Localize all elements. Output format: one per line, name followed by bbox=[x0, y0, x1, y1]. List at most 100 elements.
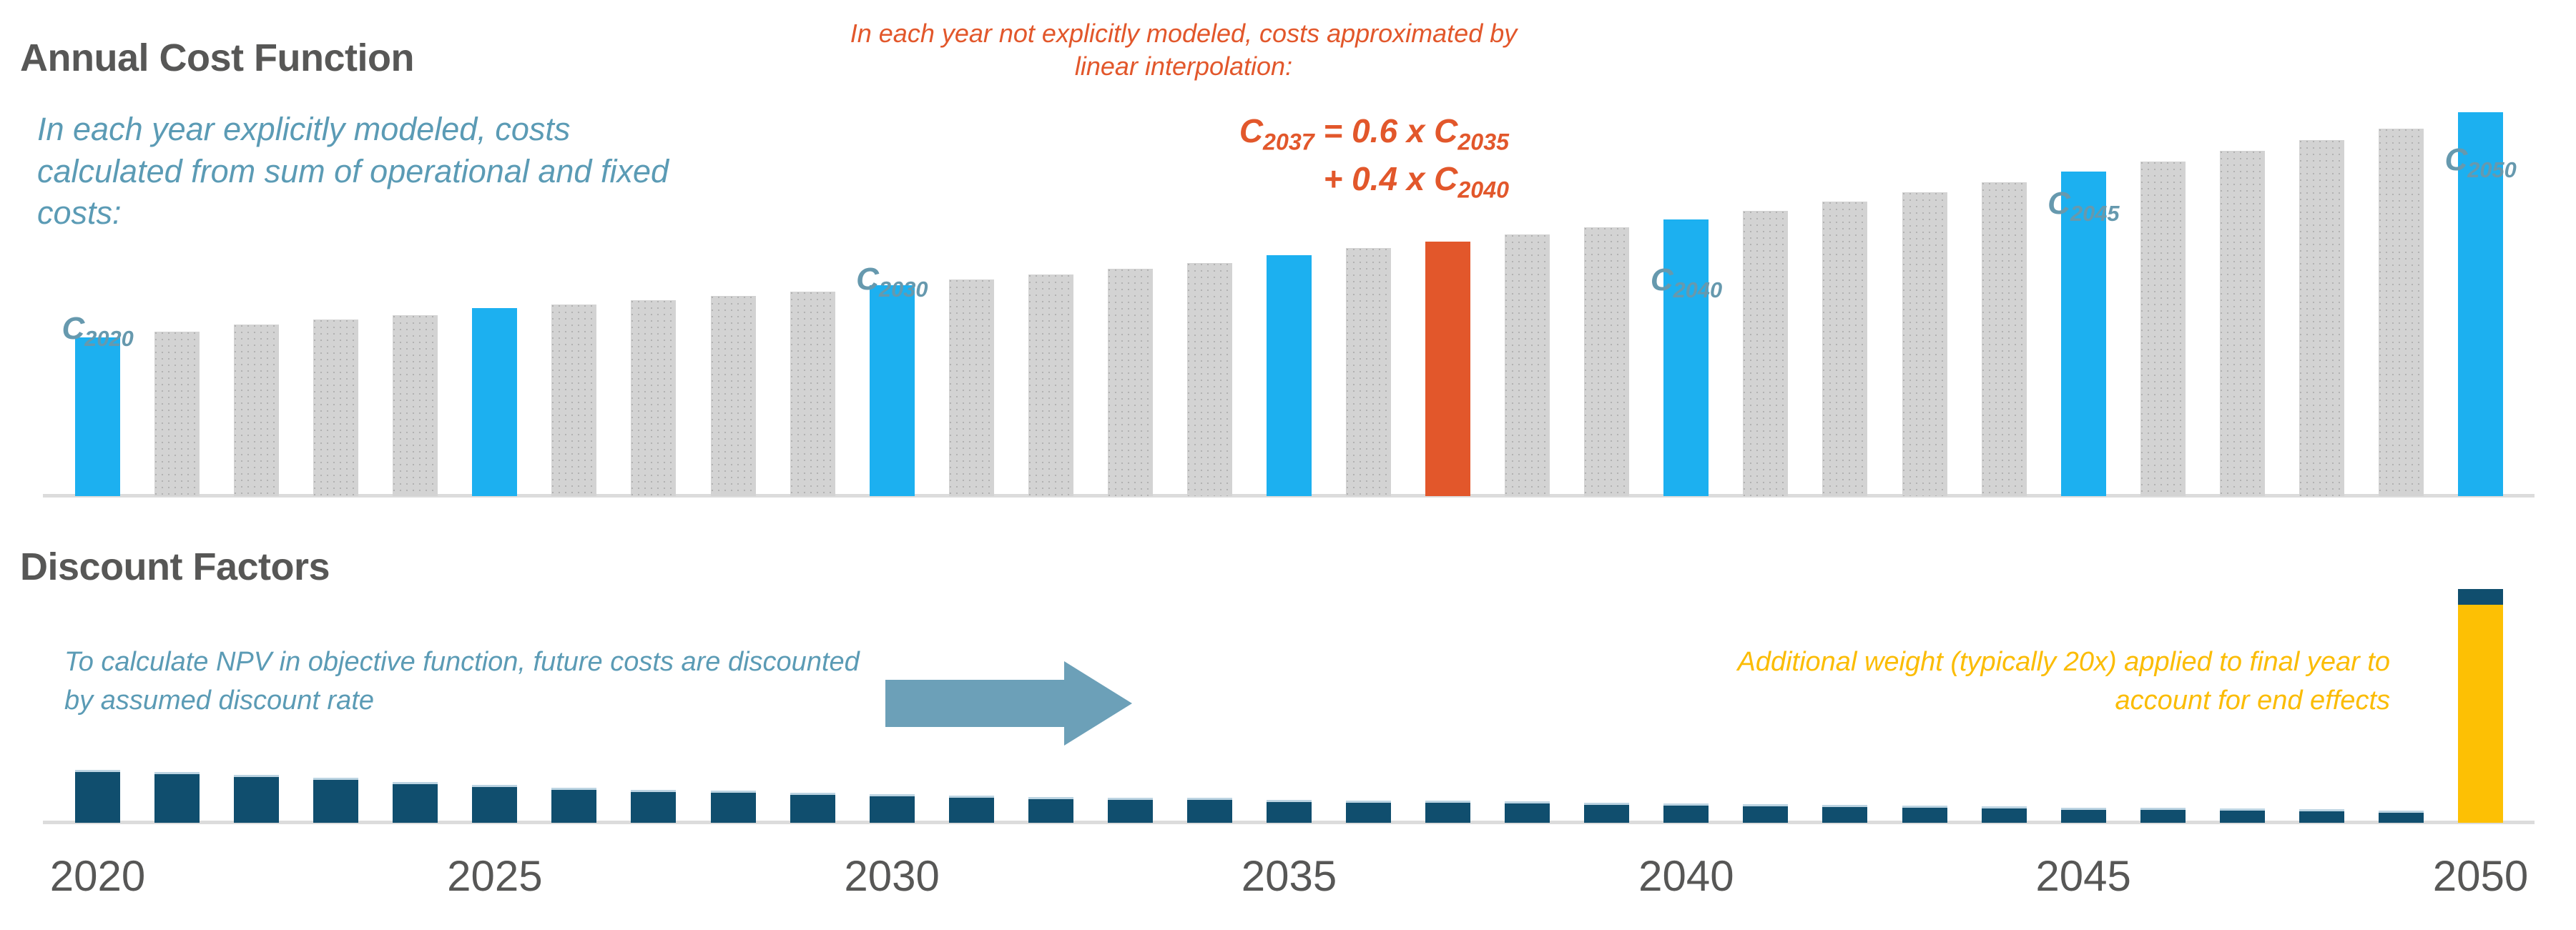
cost-label-2045: C2045 bbox=[2047, 188, 2119, 225]
end-effect-bar-cap bbox=[2458, 588, 2503, 605]
discount-bar bbox=[1822, 805, 1868, 823]
cost-bar-neutral bbox=[2219, 151, 2265, 496]
cost-bar-neutral bbox=[1505, 234, 1550, 496]
discount-bar bbox=[1425, 801, 1471, 823]
cost-label-subscript: 2050 bbox=[2467, 157, 2517, 182]
cost-bar-neutral bbox=[1584, 227, 1630, 496]
discount-bar bbox=[1028, 796, 1073, 823]
discount-bar bbox=[234, 775, 280, 823]
cost-bar-neutral bbox=[154, 332, 200, 496]
cost-label-base: C bbox=[2444, 142, 2468, 177]
discount-bar bbox=[2140, 808, 2186, 823]
cost-label-2020: C2020 bbox=[62, 313, 134, 350]
cost-bar-neutral bbox=[393, 315, 438, 496]
cost-bar-neutral bbox=[1981, 182, 2027, 496]
cost-label-2050: C2050 bbox=[2445, 144, 2517, 182]
discount-bar bbox=[1663, 803, 1709, 823]
discount-bar bbox=[1743, 804, 1789, 823]
cost-bar-modeled bbox=[869, 285, 915, 496]
cost-bar-neutral bbox=[1028, 274, 1073, 496]
discount-bar bbox=[1902, 806, 1947, 823]
discount-bar bbox=[1981, 806, 2027, 823]
discount-bar bbox=[1584, 802, 1630, 823]
discount-bar bbox=[2219, 808, 2265, 823]
end-effect-bar bbox=[2458, 604, 2503, 823]
cost-label-subscript: 2045 bbox=[2070, 200, 2120, 226]
cost-bar-neutral bbox=[2378, 129, 2424, 496]
equation-line-1: C2037 = 0.6 x C2035 bbox=[844, 114, 1523, 154]
cost-label-subscript: 2020 bbox=[84, 325, 134, 351]
cost-bar-neutral bbox=[1346, 248, 1392, 496]
cost-bar-chart: C2020 C2030 C2040 C2045 C2050 bbox=[43, 112, 2535, 498]
cost-bar-neutral bbox=[2299, 139, 2344, 496]
cost-bar-modeled bbox=[2458, 112, 2503, 496]
cost-label-base: C bbox=[2047, 186, 2070, 221]
discount-bar bbox=[948, 796, 994, 823]
cost-label-subscript: 2040 bbox=[1673, 277, 1723, 302]
year-axis: 2020 2025 2030 2035 2040 2045 2050 bbox=[0, 844, 2576, 930]
eq1-c: C bbox=[1239, 112, 1264, 149]
axis-tick-2025: 2025 bbox=[447, 852, 543, 900]
cost-bar-neutral bbox=[790, 292, 835, 496]
cost-label-base: C bbox=[1650, 262, 1673, 297]
cost-bar-neutral bbox=[710, 296, 756, 496]
discount-bar bbox=[1107, 797, 1153, 823]
cost-bar-neutral bbox=[551, 304, 597, 496]
discount-bar bbox=[75, 769, 120, 823]
cost-bar-interpolated bbox=[1425, 241, 1471, 496]
cost-bar-modeled bbox=[2060, 171, 2106, 496]
axis-tick-2035: 2035 bbox=[1241, 852, 1337, 900]
cost-bar-neutral bbox=[1743, 211, 1789, 496]
cost-bar-neutral bbox=[1822, 201, 1868, 496]
discount-bar bbox=[710, 791, 756, 823]
end-effects-note: Additional weight (typically 20x) applie… bbox=[1737, 647, 2390, 716]
cost-panel-note: In each year explicitly modeled, costs c… bbox=[37, 111, 669, 231]
cost-bar-modeled bbox=[75, 337, 120, 496]
discount-bar bbox=[1267, 799, 1312, 823]
axis-tick-2040: 2040 bbox=[1638, 852, 1734, 900]
discount-bar bbox=[551, 787, 597, 823]
annual-cost-function-panel: Annual Cost Function In each year explic… bbox=[20, 19, 2535, 498]
discount-bar bbox=[790, 792, 835, 823]
cost-bar-neutral bbox=[1107, 268, 1153, 496]
right-arrow-icon bbox=[885, 661, 1132, 746]
discount-bar bbox=[313, 778, 359, 823]
eq1-mid: = 0.6 x C bbox=[1314, 112, 1458, 149]
cost-bar-neutral bbox=[2140, 162, 2186, 496]
discount-panel-title: Discount Factors bbox=[20, 545, 330, 588]
cost-bar-modeled bbox=[1267, 254, 1312, 496]
cost-bar-modeled bbox=[1663, 219, 1709, 496]
eq1-sub-2035: 2035 bbox=[1457, 129, 1509, 155]
interpolation-equation: C2037 = 0.6 x C2035 + 0.4 x C2040 bbox=[844, 114, 1523, 201]
cost-label-2030: C2030 bbox=[856, 264, 928, 301]
discount-factors-panel: Discount Factors To calculate NPV in obj… bbox=[0, 515, 2576, 844]
interpolation-note: In each year not explicitly modeled, cos… bbox=[850, 19, 1518, 81]
discount-bar bbox=[2378, 810, 2424, 823]
eq1-sub-2037: 2037 bbox=[1263, 129, 1314, 155]
axis-tick-2050: 2050 bbox=[2432, 852, 2529, 900]
cost-label-base: C bbox=[856, 262, 879, 297]
eq2-sub-2040: 2040 bbox=[1457, 176, 1509, 202]
cost-bar-neutral bbox=[1186, 263, 1232, 496]
cost-panel-title: Annual Cost Function bbox=[20, 36, 414, 79]
discount-bar-chart bbox=[0, 515, 2576, 844]
axis-tick-2030: 2030 bbox=[844, 852, 940, 900]
discount-bar bbox=[1186, 798, 1232, 823]
equation-line-2: + 0.4 x C2040 bbox=[844, 162, 1523, 202]
cost-label-2040: C2040 bbox=[1651, 264, 1722, 302]
axis-tick-2020: 2020 bbox=[49, 852, 146, 900]
discount-bar bbox=[2060, 807, 2106, 823]
cost-label-base: C bbox=[62, 311, 85, 346]
discount-bar bbox=[472, 785, 518, 823]
cost-bar-neutral bbox=[1902, 192, 1947, 496]
discount-bar bbox=[393, 782, 438, 823]
cost-label-subscript: 2030 bbox=[878, 276, 928, 302]
discount-bar bbox=[869, 794, 915, 823]
discount-bar bbox=[1505, 801, 1550, 823]
discount-bar bbox=[2299, 809, 2344, 823]
discount-panel-note: To calculate NPV in objective function, … bbox=[64, 647, 860, 716]
axis-tick-2045: 2045 bbox=[2035, 852, 2131, 900]
cost-bar-neutral bbox=[631, 300, 677, 496]
discount-bar bbox=[1346, 800, 1392, 823]
cost-bar-modeled bbox=[472, 308, 518, 496]
